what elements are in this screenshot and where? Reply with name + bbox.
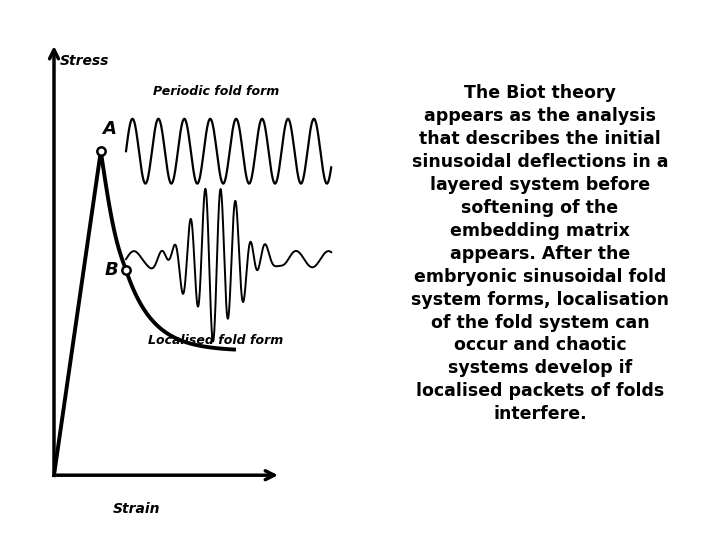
Text: B: B [104, 261, 118, 279]
Text: Stress: Stress [59, 54, 109, 68]
Text: Localised fold form: Localised fold form [148, 334, 284, 347]
Text: The Biot theory
appears as the analysis
that describes the initial
sinusoidal de: The Biot theory appears as the analysis … [411, 84, 669, 423]
Text: A: A [102, 120, 117, 138]
Text: Strain: Strain [113, 502, 161, 516]
Text: Periodic fold form: Periodic fold form [153, 85, 279, 98]
